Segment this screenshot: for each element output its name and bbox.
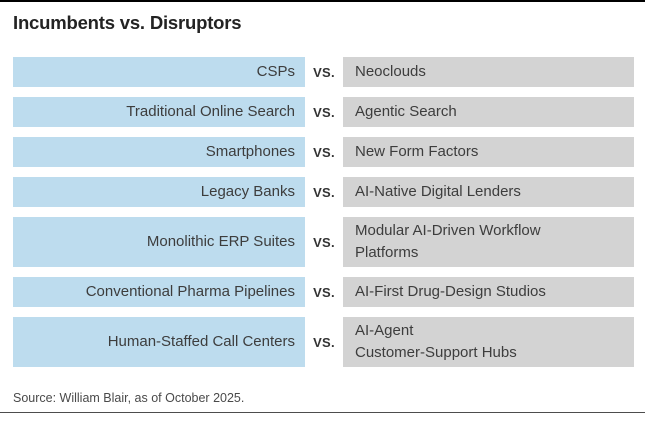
vs-label: VS. — [313, 104, 335, 120]
disruptor-box: Neoclouds — [343, 57, 634, 87]
incumbent-label: Human-Staffed Call Centers — [107, 333, 295, 350]
incumbent-box: Monolithic ERP Suites — [13, 217, 305, 267]
disruptor-label: Neoclouds — [355, 63, 426, 80]
disruptor-label: New Form Factors — [355, 143, 479, 160]
disruptor-box: AI-Native Digital Lenders — [343, 177, 634, 207]
comparison-row: Human-Staffed Call Centers VS. AI-Agent … — [13, 317, 634, 367]
incumbent-label: Traditional Online Search — [126, 103, 295, 120]
vs-cell: VS. — [305, 177, 343, 207]
incumbent-box: Traditional Online Search — [13, 97, 305, 127]
disruptor-box: New Form Factors — [343, 137, 634, 167]
disruptor-label: AI-Native Digital Lenders — [355, 183, 521, 200]
vs-cell: VS. — [305, 277, 343, 307]
vs-label: VS. — [313, 144, 335, 160]
vs-cell: VS. — [305, 217, 343, 267]
comparison-row: Monolithic ERP Suites VS. Modular AI-Dri… — [13, 217, 634, 267]
source-note: Source: William Blair, as of October 202… — [13, 391, 245, 405]
disruptor-box: AI-First Drug-Design Studios — [343, 277, 634, 307]
vs-label: VS. — [313, 234, 335, 250]
incumbent-label: Smartphones — [205, 143, 295, 160]
disruptor-label: AI-First Drug-Design Studios — [355, 283, 546, 300]
comparison-row: Traditional Online Search VS. Agentic Se… — [13, 97, 634, 127]
incumbent-label: Conventional Pharma Pipelines — [85, 283, 295, 300]
vs-label: VS. — [313, 284, 335, 300]
disruptor-box: Modular AI-Driven Workflow Platforms — [343, 217, 634, 267]
bottom-rule — [0, 412, 645, 413]
incumbent-label: Monolithic ERP Suites — [146, 233, 295, 250]
incumbent-label: CSPs — [256, 63, 295, 80]
incumbent-box: Conventional Pharma Pipelines — [13, 277, 305, 307]
vs-cell: VS. — [305, 317, 343, 367]
vs-cell: VS. — [305, 57, 343, 87]
comparison-row: Legacy Banks VS. AI-Native Digital Lende… — [13, 177, 634, 207]
incumbent-box: Smartphones — [13, 137, 305, 167]
comparison-table: CSPs VS. Neoclouds Traditional Online Se… — [13, 57, 634, 367]
incumbent-box: Legacy Banks — [13, 177, 305, 207]
comparison-row: Smartphones VS. New Form Factors — [13, 137, 634, 167]
vs-cell: VS. — [305, 137, 343, 167]
disruptor-label: Agentic Search — [355, 103, 457, 120]
disruptor-box: AI-Agent Customer-Support Hubs — [343, 317, 634, 367]
incumbent-box: CSPs — [13, 57, 305, 87]
comparison-row: Conventional Pharma Pipelines VS. AI-Fir… — [13, 277, 634, 307]
disruptor-label: AI-Agent Customer-Support Hubs — [355, 322, 517, 361]
comparison-row: CSPs VS. Neoclouds — [13, 57, 634, 87]
disruptor-label: Modular AI-Driven Workflow Platforms — [355, 222, 541, 261]
vs-label: VS. — [313, 184, 335, 200]
vs-label: VS. — [313, 64, 335, 80]
vs-label: VS. — [313, 334, 335, 350]
incumbent-label: Legacy Banks — [200, 183, 295, 200]
incumbent-box: Human-Staffed Call Centers — [13, 317, 305, 367]
vs-cell: VS. — [305, 97, 343, 127]
page-title: Incumbents vs. Disruptors — [13, 12, 242, 33]
disruptor-box: Agentic Search — [343, 97, 634, 127]
